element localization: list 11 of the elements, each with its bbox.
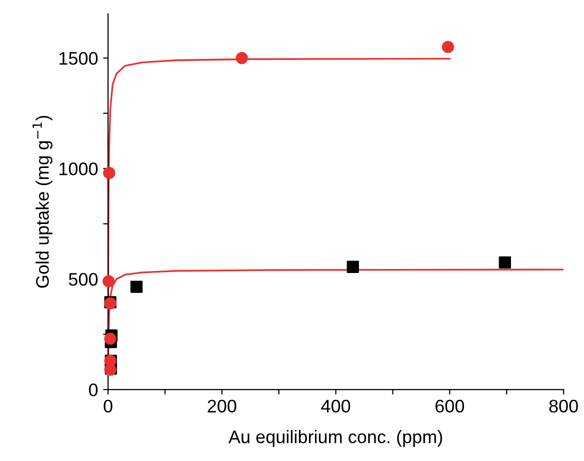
x-axis-title: Au equilibrium conc. (ppm) — [228, 430, 442, 447]
x-tick-label: 600 — [436, 400, 464, 413]
y-tick-label: 500 — [68, 272, 98, 286]
y-axis-title: Gold uptake (mg g$^{−1}$) — [32, 116, 52, 288]
x-tick-label: 400 — [321, 400, 350, 413]
y-tick-label: 1000 — [60, 162, 98, 176]
x-tick-label: 200 — [208, 400, 236, 413]
y-tick-label: 1500 — [60, 52, 98, 65]
y-tick-label: 0 — [88, 383, 98, 396]
x-tick-label: 800 — [549, 400, 578, 413]
x-tick-label: 0 — [104, 400, 112, 413]
